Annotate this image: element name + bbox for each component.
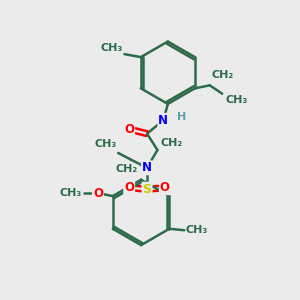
Text: CH₂: CH₂ (116, 164, 138, 174)
Text: N: N (158, 114, 168, 127)
Text: CH₃: CH₃ (60, 188, 82, 198)
Text: O: O (160, 181, 170, 194)
Text: O: O (124, 123, 134, 136)
Text: CH₃: CH₃ (94, 140, 117, 149)
Text: O: O (93, 187, 103, 200)
Text: CH₃: CH₃ (186, 225, 208, 235)
Text: O: O (124, 181, 134, 194)
Text: CH₂: CH₂ (211, 70, 233, 80)
Text: CH₃: CH₃ (101, 43, 123, 53)
Text: CH₃: CH₃ (225, 95, 248, 105)
Text: S: S (142, 183, 152, 196)
Text: N: N (142, 161, 152, 174)
Text: H: H (177, 112, 186, 122)
Text: CH₂: CH₂ (160, 138, 183, 148)
